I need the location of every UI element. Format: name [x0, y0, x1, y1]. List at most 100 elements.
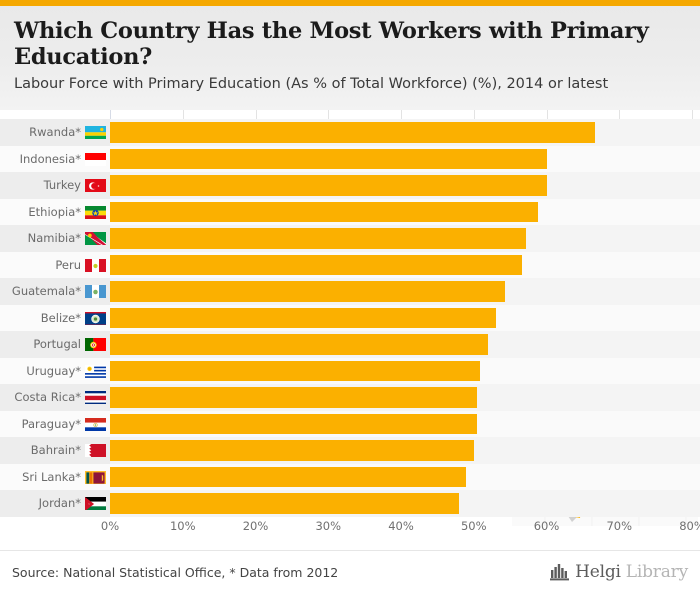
table-row[interactable]: Rwanda* — [0, 119, 700, 146]
bar-track — [110, 198, 700, 225]
bar[interactable] — [110, 493, 460, 514]
bar-rows: Rwanda* Indonesia* Turkey Ethiopia* Namibia*… — [0, 119, 700, 517]
bar[interactable] — [110, 281, 506, 302]
table-row[interactable]: Sri Lanka* — [0, 463, 700, 490]
country-label: Jordan* — [38, 496, 81, 511]
table-row[interactable]: Belize* — [0, 304, 700, 331]
country-label: Ethiopia* — [28, 204, 81, 219]
country-label: Bahrain* — [30, 443, 81, 458]
x-tick-30: 30% — [315, 519, 342, 533]
chart-footer: Source: National Statistical Office, * D… — [0, 550, 700, 596]
bar-track — [110, 225, 700, 252]
row-label-cell: Guatemala* — [0, 278, 110, 305]
flag-portugal-icon — [85, 337, 106, 352]
top-accent-bar — [0, 0, 700, 6]
flag-rwanda-icon — [85, 125, 106, 140]
x-tick-0: 0% — [100, 519, 120, 533]
flag-sri-lanka-icon — [85, 470, 106, 484]
table-row[interactable]: Paraguay* — [0, 410, 700, 437]
table-row[interactable]: Portugal — [0, 331, 700, 358]
table-row[interactable]: Indonesia* — [0, 145, 700, 172]
flag-ethiopia-icon — [85, 205, 106, 219]
table-row[interactable]: Uruguay* — [0, 357, 700, 384]
country-label: Costa Rica* — [14, 390, 81, 405]
row-label-cell: Paraguay* — [0, 410, 110, 437]
x-tick-60: 60% — [533, 519, 560, 533]
bar[interactable] — [110, 466, 467, 487]
row-label-cell: Indonesia* — [0, 145, 110, 172]
country-label: Namibia* — [27, 231, 81, 246]
x-tick-80: 80% — [679, 519, 700, 533]
table-row[interactable]: Peru — [0, 251, 700, 278]
country-label: Sri Lanka* — [22, 469, 81, 484]
bar[interactable] — [110, 440, 475, 461]
table-row[interactable]: Ethiopia* — [0, 198, 700, 225]
row-label-cell: Portugal — [0, 331, 110, 358]
country-label: Peru — [55, 257, 81, 272]
flag-belize-icon — [85, 311, 106, 325]
flag-costa-rica-icon — [85, 390, 106, 405]
table-row[interactable]: Guatemala* — [0, 278, 700, 305]
bar[interactable] — [110, 387, 478, 408]
plot-area: Rwanda* Indonesia* Turkey Ethiopia* Namibia*… — [0, 110, 700, 550]
row-label-cell: Sri Lanka* — [0, 463, 110, 490]
bar[interactable] — [110, 228, 527, 249]
row-label-cell: Costa Rica* — [0, 384, 110, 411]
bar-track — [110, 437, 700, 464]
brand-name-secondary: Library — [625, 562, 688, 582]
bar[interactable] — [110, 334, 489, 355]
flag-indonesia-icon — [85, 152, 106, 166]
flag-paraguay-icon — [85, 417, 106, 431]
bar[interactable] — [110, 201, 538, 222]
bar-track — [110, 304, 700, 331]
table-row[interactable]: Bahrain* — [0, 437, 700, 464]
table-row[interactable]: Costa Rica* — [0, 384, 700, 411]
bar-track — [110, 490, 700, 517]
bar-track — [110, 463, 700, 490]
flag-turkey-icon — [85, 178, 106, 193]
country-label: Guatemala* — [11, 284, 81, 299]
flag-uruguay-icon — [85, 364, 106, 378]
country-label: Portugal — [33, 337, 81, 352]
x-tick-70: 70% — [606, 519, 633, 533]
bar-track — [110, 278, 700, 305]
bar[interactable] — [110, 307, 497, 328]
flag-peru-icon — [85, 258, 106, 272]
bar-track — [110, 331, 700, 358]
bar-track — [110, 145, 700, 172]
flag-namibia-icon — [85, 231, 106, 246]
bar[interactable] — [110, 413, 477, 434]
table-row[interactable]: Turkey — [0, 172, 700, 199]
source-note: Source: National Statistical Office, * D… — [12, 565, 339, 580]
table-row[interactable]: Jordan* — [0, 490, 700, 517]
country-label: Paraguay* — [21, 416, 81, 431]
bar[interactable] — [110, 360, 480, 381]
x-tick-20: 20% — [242, 519, 269, 533]
bar[interactable] — [110, 148, 548, 169]
x-tick-10: 10% — [169, 519, 196, 533]
bar-track — [110, 410, 700, 437]
row-label-cell: Ethiopia* — [0, 198, 110, 225]
x-tick-40: 40% — [388, 519, 414, 533]
row-label-cell: Namibia* — [0, 225, 110, 252]
table-row[interactable]: Namibia* — [0, 225, 700, 252]
page-title: Which Country Has the Most Workers with … — [14, 18, 649, 70]
country-label: Indonesia* — [19, 151, 81, 166]
bar[interactable] — [110, 122, 595, 143]
flag-bahrain-icon — [85, 443, 106, 458]
bar[interactable] — [110, 175, 547, 196]
brand-logo[interactable]: Helgi Library — [550, 562, 688, 582]
row-label-cell: Uruguay* — [0, 357, 110, 384]
x-axis: 0% 10% 20% 30% 40% 50% 60% 70% 80% — [0, 513, 700, 535]
x-tick-50: 50% — [460, 519, 487, 533]
bar-track — [110, 357, 700, 384]
bar-track — [110, 172, 700, 199]
brand-name-primary: Helgi — [575, 562, 621, 582]
country-label: Rwanda* — [29, 125, 81, 140]
row-label-cell: Jordan* — [0, 490, 110, 517]
bar[interactable] — [110, 254, 523, 275]
row-label-cell: Turkey — [0, 172, 110, 199]
chart-subtitle: Labour Force with Primary Education (As … — [14, 76, 609, 92]
bar-track — [110, 251, 700, 278]
